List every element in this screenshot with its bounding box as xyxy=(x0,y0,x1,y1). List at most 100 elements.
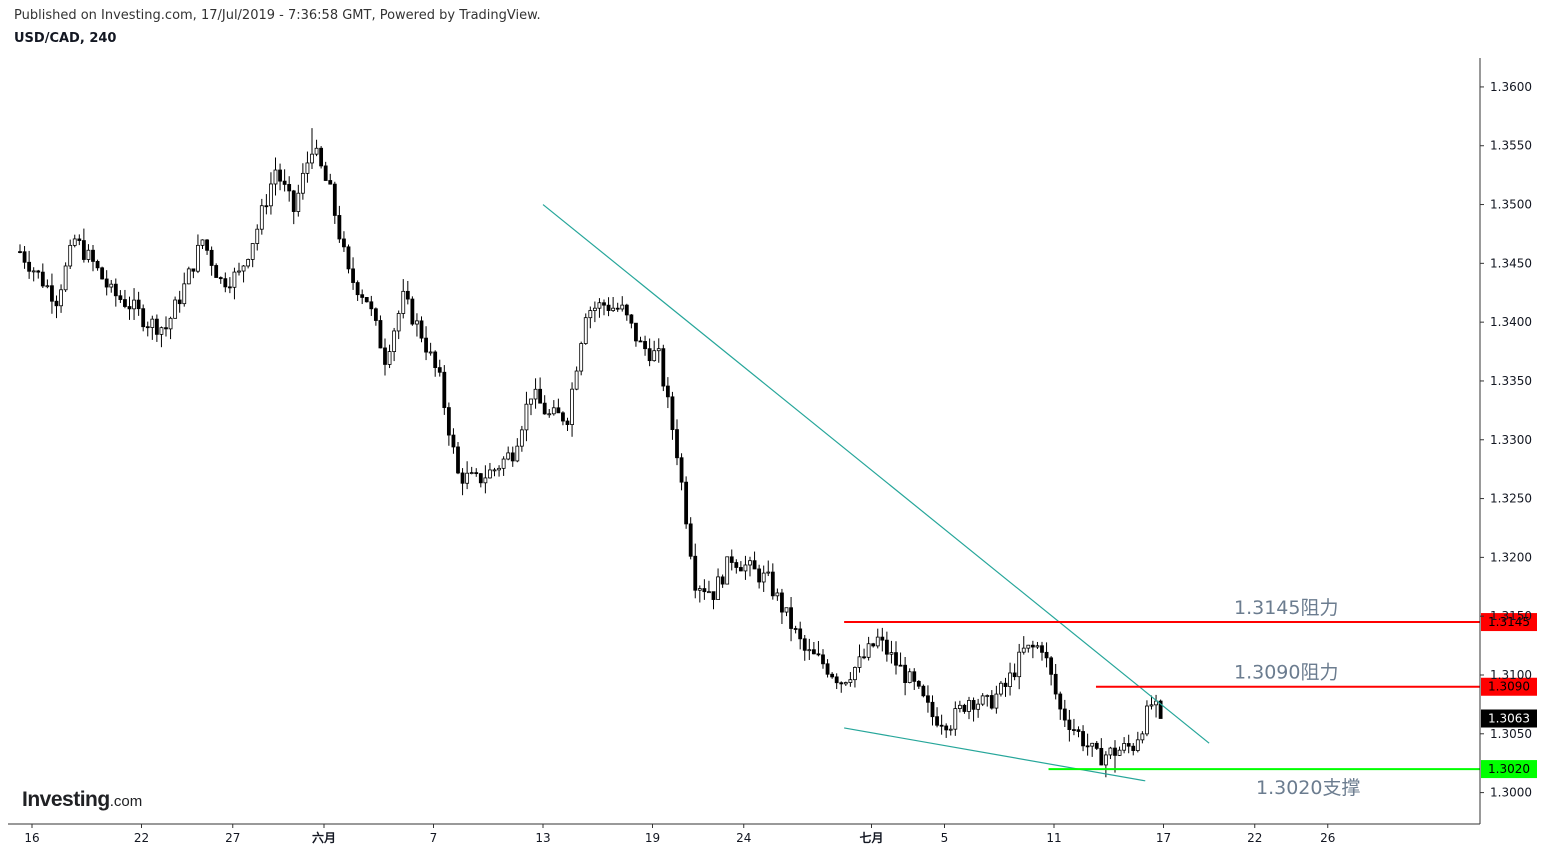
candle-body xyxy=(903,664,908,683)
candle xyxy=(1017,643,1022,690)
candle-body xyxy=(159,327,164,335)
candle xyxy=(889,640,894,664)
y-tick-label: 1.3200 xyxy=(1490,550,1532,564)
candle xyxy=(346,244,351,274)
candle xyxy=(415,313,419,337)
resistance-price-label: 1.3145 xyxy=(1488,615,1530,629)
candle-body xyxy=(1113,747,1117,756)
candle-body xyxy=(967,700,971,712)
symbol-title: USD/CAD, 240 xyxy=(14,31,117,46)
logo-suffix: .com xyxy=(109,793,143,810)
candle xyxy=(86,244,91,263)
candle xyxy=(323,161,328,181)
candle-body xyxy=(999,682,1003,695)
candle-body xyxy=(1044,651,1049,659)
candle-body xyxy=(278,169,282,182)
candle-body xyxy=(989,695,994,709)
candle-body xyxy=(866,643,871,658)
candle-body xyxy=(675,429,679,459)
candle-body xyxy=(145,326,150,329)
candle-body xyxy=(916,680,921,687)
candle-body xyxy=(524,403,529,431)
candle xyxy=(707,580,711,594)
candle xyxy=(424,326,428,361)
candle-body xyxy=(734,562,739,568)
candle-body xyxy=(574,370,579,390)
candle-body xyxy=(556,407,561,414)
candle-body xyxy=(200,239,205,246)
candle xyxy=(748,556,752,577)
candle-body xyxy=(424,337,428,353)
candle-body xyxy=(930,701,935,718)
candle-body xyxy=(725,556,730,585)
candle-body xyxy=(533,388,538,400)
candle xyxy=(113,278,118,307)
candle-body xyxy=(460,472,465,484)
candle xyxy=(310,128,314,169)
candle xyxy=(597,298,602,318)
candle xyxy=(1122,737,1127,754)
candle xyxy=(579,341,584,376)
candle-body xyxy=(1017,651,1022,678)
candle-body xyxy=(474,472,479,475)
candle-body xyxy=(848,679,853,683)
candle xyxy=(45,279,50,289)
candle-body xyxy=(1154,700,1158,706)
candle xyxy=(1131,743,1136,756)
candle xyxy=(237,262,241,276)
candle-body xyxy=(387,351,392,365)
candle xyxy=(565,417,570,432)
candle-body xyxy=(296,192,301,212)
candle-body xyxy=(921,685,926,697)
candle-body xyxy=(789,607,793,629)
candle xyxy=(287,176,292,202)
candle xyxy=(109,279,114,293)
candle xyxy=(465,461,470,490)
candle xyxy=(1021,636,1026,655)
candle-body xyxy=(802,638,807,651)
candle xyxy=(780,588,784,625)
candle-body xyxy=(1149,704,1154,707)
candle xyxy=(679,453,684,491)
candle-body xyxy=(853,667,857,681)
candle xyxy=(962,703,967,714)
candle xyxy=(446,402,451,446)
candle-body xyxy=(465,472,470,484)
candle-body xyxy=(18,251,22,253)
candle xyxy=(95,259,100,271)
y-tick-label: 1.3000 xyxy=(1490,786,1532,800)
candle-body xyxy=(592,307,597,311)
candle xyxy=(1076,726,1081,738)
candle xyxy=(351,257,355,290)
support-price-tag xyxy=(1481,760,1537,779)
candle xyxy=(173,296,178,319)
candle xyxy=(1072,718,1076,736)
candle xyxy=(720,574,725,588)
candle xyxy=(241,264,246,283)
candle xyxy=(127,296,132,320)
candle-body xyxy=(86,249,91,260)
candle xyxy=(871,642,876,648)
candle xyxy=(68,239,73,269)
candle xyxy=(291,189,296,225)
candle-body xyxy=(743,564,748,572)
candle-body xyxy=(273,169,278,185)
candle xyxy=(369,295,374,316)
candle xyxy=(154,314,159,342)
candle-body xyxy=(1003,682,1008,687)
candle-body xyxy=(766,571,771,574)
candle-body xyxy=(446,407,451,436)
candle xyxy=(1026,644,1031,653)
support-price-label: 1.3020 xyxy=(1488,762,1530,776)
candle-body xyxy=(880,636,885,641)
candle xyxy=(930,695,935,726)
x-tick-label: 19 xyxy=(645,831,660,845)
candle xyxy=(684,476,689,529)
candle xyxy=(186,266,191,285)
candle-body xyxy=(1072,729,1076,731)
candle-body xyxy=(839,682,844,685)
candle-body xyxy=(1030,644,1035,648)
candle-body xyxy=(519,429,524,447)
candle-body xyxy=(59,289,63,307)
